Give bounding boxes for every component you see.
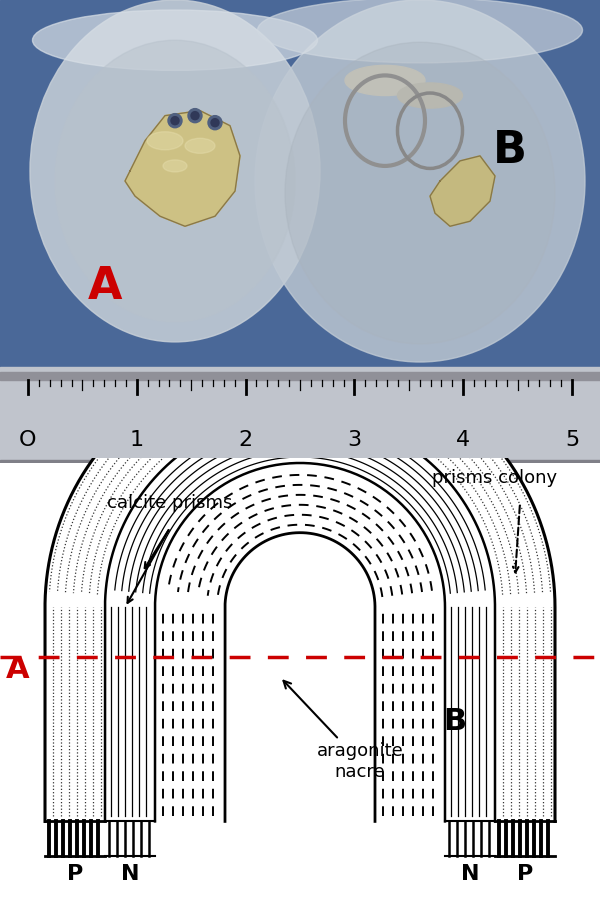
Text: 4: 4 xyxy=(456,431,470,451)
Text: N: N xyxy=(461,864,479,884)
Bar xyxy=(0,0,600,372)
Polygon shape xyxy=(125,111,240,226)
Ellipse shape xyxy=(257,0,583,63)
Polygon shape xyxy=(155,463,445,822)
Polygon shape xyxy=(430,156,495,226)
Text: 2: 2 xyxy=(239,431,253,451)
Text: calcite prisms: calcite prisms xyxy=(107,494,233,512)
Ellipse shape xyxy=(163,160,187,172)
Ellipse shape xyxy=(147,132,183,150)
Ellipse shape xyxy=(345,65,425,95)
Text: P: P xyxy=(67,864,83,884)
Polygon shape xyxy=(105,413,495,822)
Circle shape xyxy=(191,112,199,120)
Text: A: A xyxy=(6,655,30,683)
Circle shape xyxy=(171,116,179,125)
Polygon shape xyxy=(125,111,240,226)
Polygon shape xyxy=(45,354,555,822)
Text: B: B xyxy=(493,129,527,172)
Text: 5: 5 xyxy=(565,431,579,451)
Text: O: O xyxy=(19,431,37,451)
Circle shape xyxy=(188,109,202,123)
Text: B: B xyxy=(443,707,467,736)
Ellipse shape xyxy=(32,10,317,71)
Ellipse shape xyxy=(55,40,295,322)
Ellipse shape xyxy=(285,42,555,344)
Polygon shape xyxy=(45,354,555,822)
Text: prisms colony: prisms colony xyxy=(433,469,557,487)
Ellipse shape xyxy=(398,83,463,108)
Ellipse shape xyxy=(30,0,320,342)
Bar xyxy=(0,372,600,380)
Text: aragonite
nacre: aragonite nacre xyxy=(284,681,403,781)
Ellipse shape xyxy=(255,0,585,362)
Text: 3: 3 xyxy=(347,431,361,451)
Text: 1: 1 xyxy=(130,431,144,451)
Circle shape xyxy=(168,114,182,127)
Text: A: A xyxy=(88,265,122,308)
Bar xyxy=(0,460,600,463)
Ellipse shape xyxy=(185,138,215,153)
Text: P: P xyxy=(517,864,533,884)
Circle shape xyxy=(208,115,222,130)
Bar xyxy=(0,367,600,463)
Circle shape xyxy=(211,119,219,126)
Text: N: N xyxy=(121,864,139,884)
